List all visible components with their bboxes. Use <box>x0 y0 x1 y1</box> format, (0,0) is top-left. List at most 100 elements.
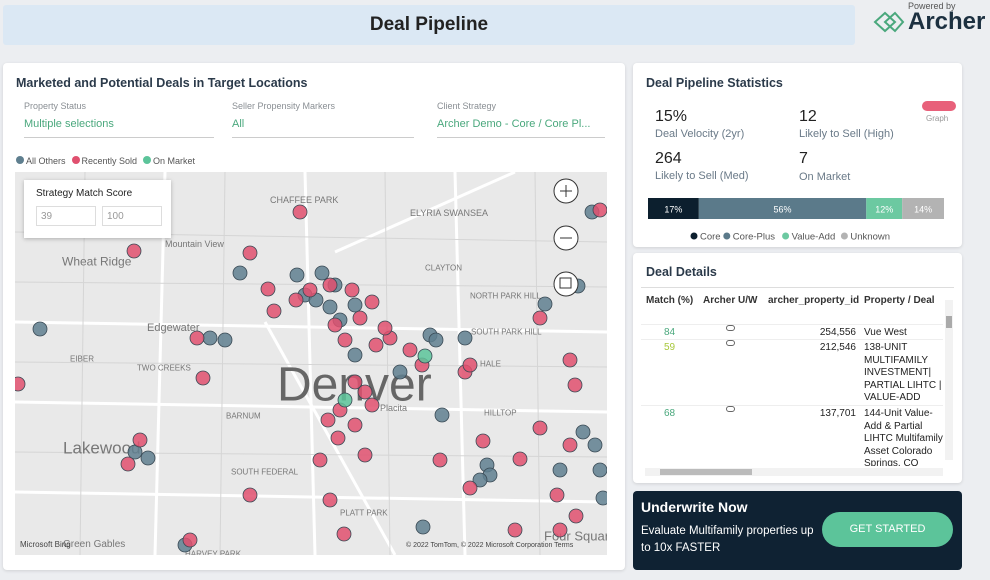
property-marker[interactable] <box>512 451 528 467</box>
property-marker[interactable] <box>289 267 305 283</box>
property-marker[interactable] <box>347 374 363 390</box>
uw-link-icon[interactable] <box>726 340 735 346</box>
property-marker[interactable] <box>327 317 343 333</box>
property-name: 144-Unit Value-Add & Partial LIHTC Multi… <box>864 408 943 466</box>
property-marker[interactable] <box>242 487 258 503</box>
property-marker[interactable] <box>322 277 338 293</box>
property-marker[interactable] <box>189 330 205 346</box>
property-marker[interactable] <box>322 299 338 315</box>
property-marker[interactable] <box>417 348 433 364</box>
property-marker[interactable] <box>140 450 156 466</box>
property-marker[interactable] <box>432 452 448 468</box>
property-marker[interactable] <box>32 321 48 337</box>
property-marker[interactable] <box>320 412 336 428</box>
place-label: BARNUM <box>226 411 261 420</box>
property-marker[interactable] <box>202 330 218 346</box>
filter-dropdown[interactable]: All <box>232 118 414 138</box>
graph-toggle[interactable] <box>922 101 956 111</box>
property-marker[interactable] <box>336 526 352 542</box>
property-marker[interactable] <box>322 492 338 508</box>
property-marker[interactable] <box>347 297 363 313</box>
property-marker[interactable] <box>232 265 248 281</box>
property-marker[interactable] <box>567 377 583 393</box>
property-marker[interactable] <box>314 265 330 281</box>
property-marker[interactable] <box>337 392 353 408</box>
property-marker[interactable] <box>549 487 565 503</box>
segment <box>866 198 903 219</box>
property-marker[interactable] <box>357 384 373 400</box>
property-marker[interactable] <box>575 424 591 440</box>
property-marker[interactable] <box>352 310 368 326</box>
legend-swatch <box>840 232 848 240</box>
property-marker[interactable] <box>462 480 478 496</box>
legend-text: Core <box>700 232 721 243</box>
property-marker[interactable] <box>532 310 548 326</box>
property-marker[interactable] <box>462 357 478 373</box>
property-marker[interactable] <box>475 433 491 449</box>
property-marker[interactable] <box>288 292 304 308</box>
property-marker[interactable] <box>587 437 603 453</box>
scroll-thumb[interactable] <box>946 316 952 328</box>
scroll-thumb[interactable] <box>660 469 752 475</box>
score-max[interactable]: 100 <box>102 206 162 226</box>
property-marker[interactable] <box>415 519 431 535</box>
column-header[interactable]: Property / Deal <box>864 295 935 306</box>
property-marker[interactable] <box>260 281 276 297</box>
property-marker[interactable] <box>344 282 360 298</box>
property-marker[interactable] <box>552 462 568 478</box>
property-marker[interactable] <box>592 202 607 218</box>
property-marker[interactable] <box>537 296 553 312</box>
property-marker[interactable] <box>132 432 148 448</box>
property-marker[interactable] <box>364 397 380 413</box>
property-marker[interactable] <box>532 420 548 436</box>
kpi-value: 264 <box>655 150 682 167</box>
property-marker[interactable] <box>472 472 488 488</box>
property-marker[interactable] <box>15 376 26 392</box>
property-marker[interactable] <box>182 532 198 548</box>
column-header[interactable]: archer_property_id <box>768 295 860 306</box>
property-marker[interactable] <box>357 447 373 463</box>
property-marker[interactable] <box>312 452 328 468</box>
property-marker[interactable] <box>507 522 523 538</box>
property-marker[interactable] <box>347 417 363 433</box>
property-marker[interactable] <box>592 462 607 478</box>
property-marker[interactable] <box>595 490 607 506</box>
property-marker[interactable] <box>242 245 258 261</box>
property-marker[interactable] <box>392 364 408 380</box>
filter-dropdown[interactable]: Archer Demo - Core / Core Pl... <box>437 118 605 138</box>
property-marker[interactable] <box>120 456 136 472</box>
property-marker[interactable] <box>434 407 450 423</box>
cta-title: Underwrite Now <box>641 499 748 515</box>
property-marker[interactable] <box>126 243 142 259</box>
property-marker[interactable] <box>266 303 282 319</box>
property-marker[interactable] <box>377 320 393 336</box>
property-marker[interactable] <box>428 332 444 348</box>
property-marker[interactable] <box>195 370 211 386</box>
kpi-label: Likely to Sell (Med) <box>655 170 749 182</box>
scrollbar[interactable] <box>945 300 953 460</box>
property-marker[interactable] <box>402 342 418 358</box>
scrollbar[interactable] <box>645 468 943 476</box>
property-marker[interactable] <box>552 522 568 538</box>
property-marker[interactable] <box>337 332 353 348</box>
property-marker[interactable] <box>364 294 380 310</box>
filter-dropdown[interactable]: Multiple selections <box>24 118 214 138</box>
property-marker[interactable] <box>562 437 578 453</box>
uw-link-icon[interactable] <box>726 406 735 412</box>
property-marker[interactable] <box>217 332 233 348</box>
select-tool[interactable] <box>553 271 579 297</box>
property-marker[interactable] <box>292 204 308 220</box>
place-label: Green Gables <box>63 539 125 550</box>
property-marker[interactable] <box>302 282 318 298</box>
property-marker[interactable] <box>457 330 473 346</box>
property-marker[interactable] <box>368 337 384 353</box>
uw-link-icon[interactable] <box>726 325 735 331</box>
score-min[interactable]: 39 <box>36 206 96 226</box>
property-marker[interactable] <box>568 508 584 524</box>
property-marker[interactable] <box>562 352 578 368</box>
property-marker[interactable] <box>347 347 363 363</box>
get-started-button[interactable]: GET STARTED <box>822 512 953 547</box>
column-header[interactable]: Archer U/W <box>703 295 758 306</box>
column-header[interactable]: Match (%) <box>646 295 694 306</box>
property-marker[interactable] <box>330 430 346 446</box>
